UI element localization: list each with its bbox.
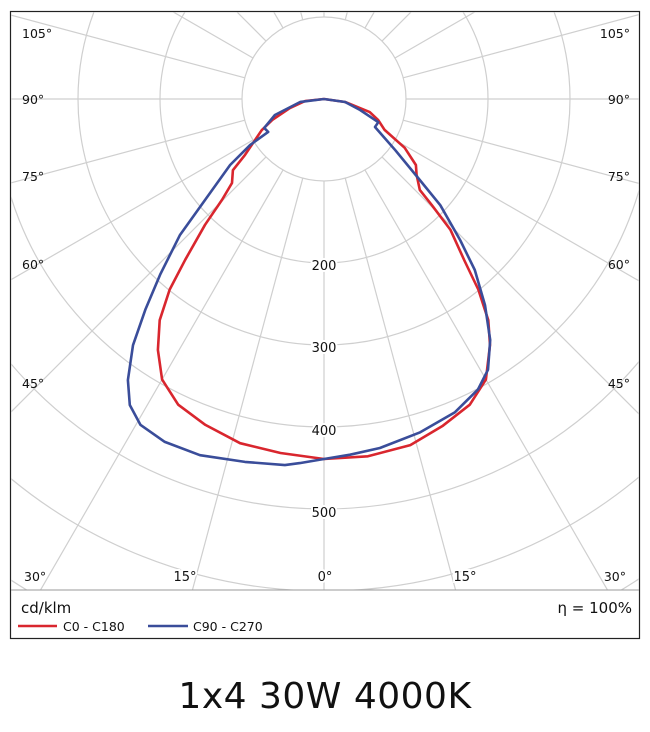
- angle-label: 75°: [608, 169, 630, 184]
- efficiency-label: η = 100%: [558, 599, 633, 617]
- angle-label: 30°: [24, 569, 46, 584]
- chart-frame: [9, 10, 641, 640]
- angle-labels-left: 105° 90° 75° 60° 45° 30°: [22, 26, 52, 584]
- radial-tick-label: 200: [312, 259, 337, 274]
- angle-label: 90°: [608, 92, 630, 107]
- grid-radial-line: [11, 119, 245, 184]
- angle-label: 90°: [22, 92, 44, 107]
- angle-label: 45°: [608, 376, 630, 391]
- angle-label: 60°: [22, 257, 44, 272]
- angle-labels-right: 105° 90° 75° 60° 45° 30°: [600, 26, 630, 584]
- angle-labels-bottom: 15° 0° 15°: [171, 568, 478, 587]
- grid-radial-line: [39, 169, 284, 590]
- unit-label: cd/klm: [21, 599, 71, 617]
- intensity-curves: [126, 97, 492, 467]
- legend: cd/klm C0 - C180 C90 - C270 η = 100%: [18, 599, 632, 634]
- grid-radial-line: [364, 169, 609, 590]
- grid-radial-line: [344, 178, 457, 590]
- angle-label: 30°: [604, 569, 626, 584]
- grid-radial-line: [394, 139, 639, 282]
- angle-label: 15°: [173, 570, 196, 585]
- grid-radial-line: [394, 12, 476, 59]
- grid-radial-line: [403, 119, 639, 185]
- radial-tick-label: 500: [312, 506, 337, 521]
- angle-label: 0°: [318, 570, 333, 585]
- radial-tick-labels: 200 300 400 500: [310, 257, 339, 523]
- angle-label: 60°: [608, 257, 630, 272]
- curve-c0-c180: [156, 97, 492, 461]
- chart-title: 1x4 30W 4000K: [178, 676, 472, 717]
- radial-tick-label: 400: [312, 424, 337, 439]
- angle-label: 45°: [22, 376, 44, 391]
- grid-radial-line: [403, 13, 639, 79]
- angle-label: 75°: [22, 169, 44, 184]
- angle-label: 105°: [22, 26, 52, 41]
- grid-radial-line: [191, 178, 304, 590]
- radial-tick-label: 300: [312, 341, 337, 356]
- grid-radial-line: [11, 14, 245, 79]
- angle-label: 105°: [600, 26, 630, 41]
- legend-label-c90-c270: C90 - C270: [193, 619, 263, 634]
- angle-label: 15°: [453, 570, 476, 585]
- curve-c90-c270: [126, 97, 492, 467]
- legend-label-c0-c180: C0 - C180: [63, 619, 125, 634]
- grid-radial-line: [11, 156, 267, 413]
- grid-radial-line: [11, 139, 254, 281]
- grid-radial-line: [172, 12, 254, 59]
